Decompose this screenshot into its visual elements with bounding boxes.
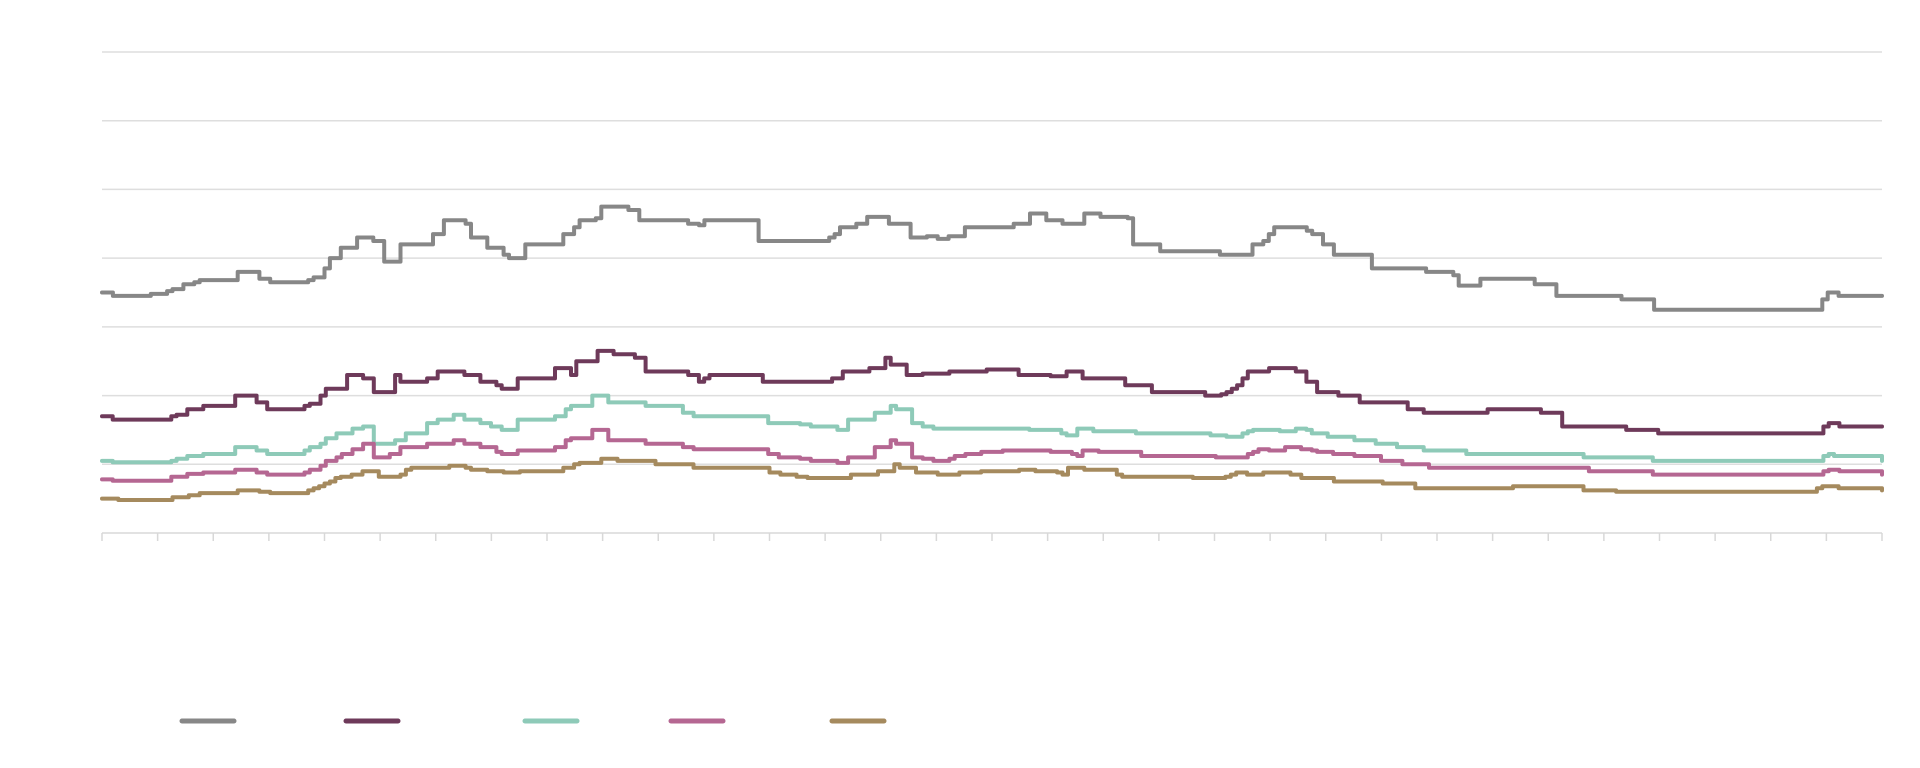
series-line-1 xyxy=(100,204,1884,312)
series-line-4 xyxy=(100,427,1884,483)
x-axis-ticks xyxy=(101,533,1883,541)
series-lines xyxy=(100,204,1884,502)
gridlines xyxy=(102,51,1882,466)
series-line-3 xyxy=(100,393,1884,465)
series-line-5 xyxy=(100,456,1884,502)
series-line-2 xyxy=(100,348,1884,436)
